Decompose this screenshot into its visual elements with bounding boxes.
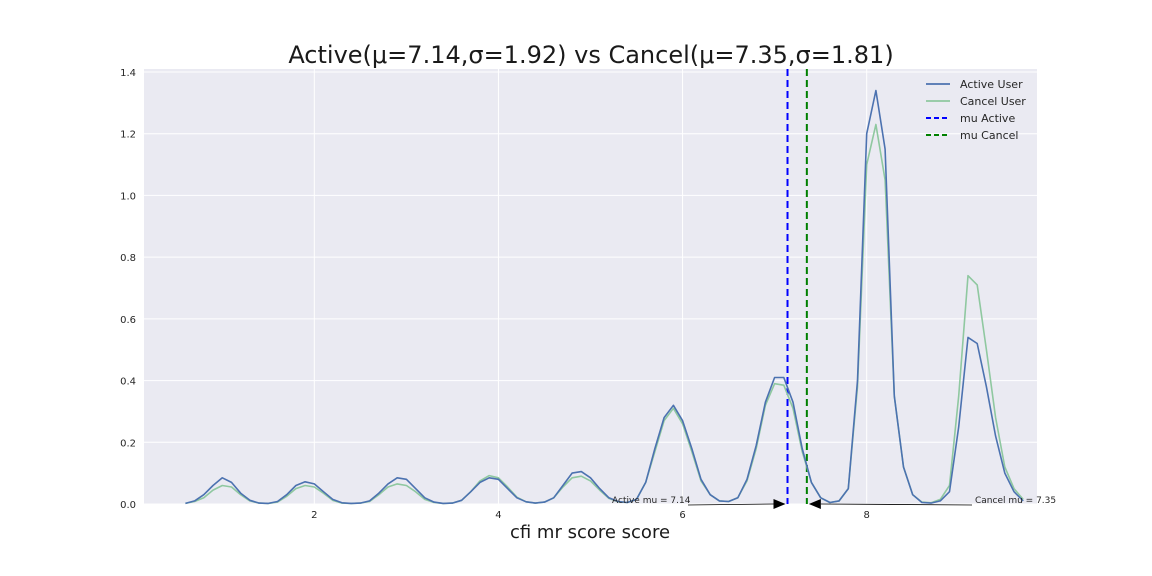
annotation-active-mu: Active mu = 7.14 — [612, 496, 691, 506]
y-tick-label: 0.6 — [120, 315, 136, 326]
y-tick-label: 0.0 — [120, 500, 136, 511]
y-tick-label: 0.8 — [120, 253, 136, 264]
y-tick-label: 1.4 — [120, 68, 136, 79]
x-tick-labels: 2 4 6 8 — [311, 510, 870, 521]
mean-lines — [786, 69, 808, 504]
x-tick-label: 4 — [495, 510, 501, 521]
legend: Active User Cancel User mu Active mu Cancel — [926, 78, 1026, 142]
legend-label: mu Cancel — [960, 129, 1018, 142]
x-axis-label: cfi mr score score — [510, 522, 670, 543]
annotation-arrowhead — [773, 499, 786, 509]
x-tick-label: 8 — [863, 510, 869, 521]
chart-title: Active(μ=7.14,σ=1.92) vs Cancel(μ=7.35,σ… — [288, 41, 893, 69]
x-tick-label: 6 — [679, 510, 685, 521]
annotation-arrow-line — [820, 503, 973, 506]
legend-label: Cancel User — [960, 95, 1026, 108]
y-tick-label: 0.4 — [120, 377, 136, 388]
plot-area — [144, 69, 1037, 504]
grid — [144, 69, 1037, 505]
annotation-arrow-line — [687, 503, 774, 506]
annotations: Active mu = 7.14 Cancel mu = 7.35 — [612, 496, 1056, 509]
series-line — [185, 89, 1024, 505]
x-tick-label: 2 — [311, 510, 317, 521]
y-tick-label: 1.2 — [120, 130, 136, 141]
annotation-cancel-mu: Cancel mu = 7.35 — [975, 496, 1056, 506]
y-tick-label: 1.0 — [120, 191, 136, 202]
legend-label: Active User — [960, 78, 1023, 91]
annotation-arrowhead — [808, 499, 821, 509]
legend-label: mu Active — [960, 112, 1015, 125]
series-lines — [185, 89, 1024, 505]
y-tick-label: 0.2 — [120, 438, 136, 449]
y-tick-labels: 0.0 0.2 0.4 0.6 0.8 1.0 1.2 1.4 — [120, 68, 136, 511]
